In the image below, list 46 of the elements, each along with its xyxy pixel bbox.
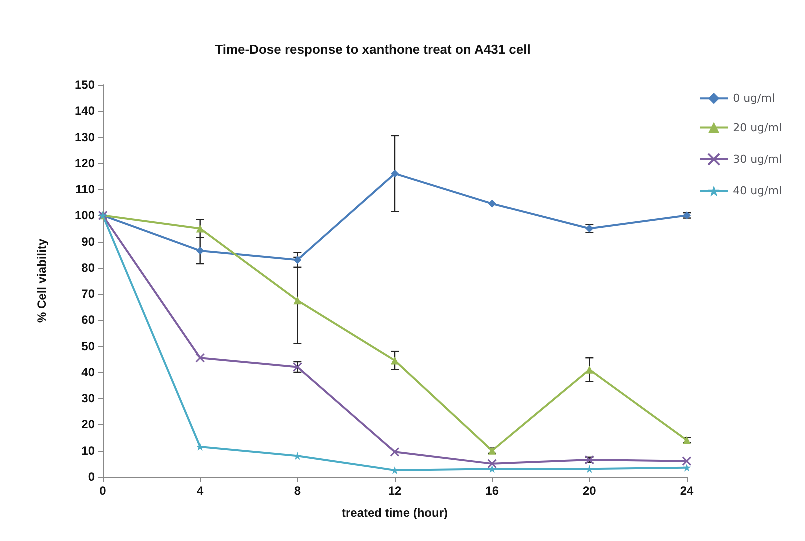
x-tick-label: 20 <box>582 484 597 498</box>
point <box>196 442 204 451</box>
y-tick-label: 90 <box>82 234 96 249</box>
y-tick-label: 120 <box>74 156 96 170</box>
point <box>196 224 204 233</box>
y-tick-label: 100 <box>74 208 96 223</box>
x-tick-label: 8 <box>294 484 302 498</box>
y-tick-label: 50 <box>82 339 96 354</box>
point <box>196 246 204 255</box>
x-tick-label: 24 <box>680 484 694 498</box>
legend-label: 20 ug/ml <box>733 121 782 134</box>
point <box>488 459 498 469</box>
x-tick-label: 4 <box>196 484 204 498</box>
point <box>390 447 400 457</box>
point <box>391 170 399 178</box>
point <box>682 456 692 466</box>
x-axis-title: treated time (hour) <box>342 506 448 520</box>
y-tick-label: 10 <box>82 444 96 458</box>
point <box>196 353 206 363</box>
y-tick-label: 60 <box>82 313 96 328</box>
legend-label: 0 ug/ml <box>733 92 776 106</box>
y-tick-label: 20 <box>82 418 96 432</box>
point <box>586 465 594 474</box>
chart-title: Time-Dose response to xanthone treat on A431 cell <box>215 42 531 57</box>
point <box>294 296 302 305</box>
x-tick-label: 16 <box>486 484 500 498</box>
point <box>488 200 496 208</box>
y-tick-label: 30 <box>82 392 96 406</box>
x-tick-label: 12 <box>388 484 402 498</box>
x-tick-label: 0 <box>100 484 107 498</box>
y-tick-label: 130 <box>74 130 96 144</box>
point <box>683 464 691 472</box>
y-tick-label: 80 <box>82 260 96 275</box>
y-tick-label: 0 <box>88 470 96 484</box>
point <box>586 366 594 374</box>
legend-label: 40 ug/ml <box>733 184 782 198</box>
y-axis-title: % Cell viability <box>35 238 49 324</box>
point <box>294 256 302 264</box>
point <box>391 356 399 365</box>
y-tick-label: 140 <box>74 104 96 118</box>
y-tick-label: 40 <box>82 365 96 380</box>
y-tick-label: 150 <box>74 78 96 92</box>
y-tick-label: 70 <box>82 287 96 302</box>
legend-label: 30 ug/ml <box>733 153 782 166</box>
point <box>488 465 496 474</box>
y-tick-label: 110 <box>76 182 96 197</box>
